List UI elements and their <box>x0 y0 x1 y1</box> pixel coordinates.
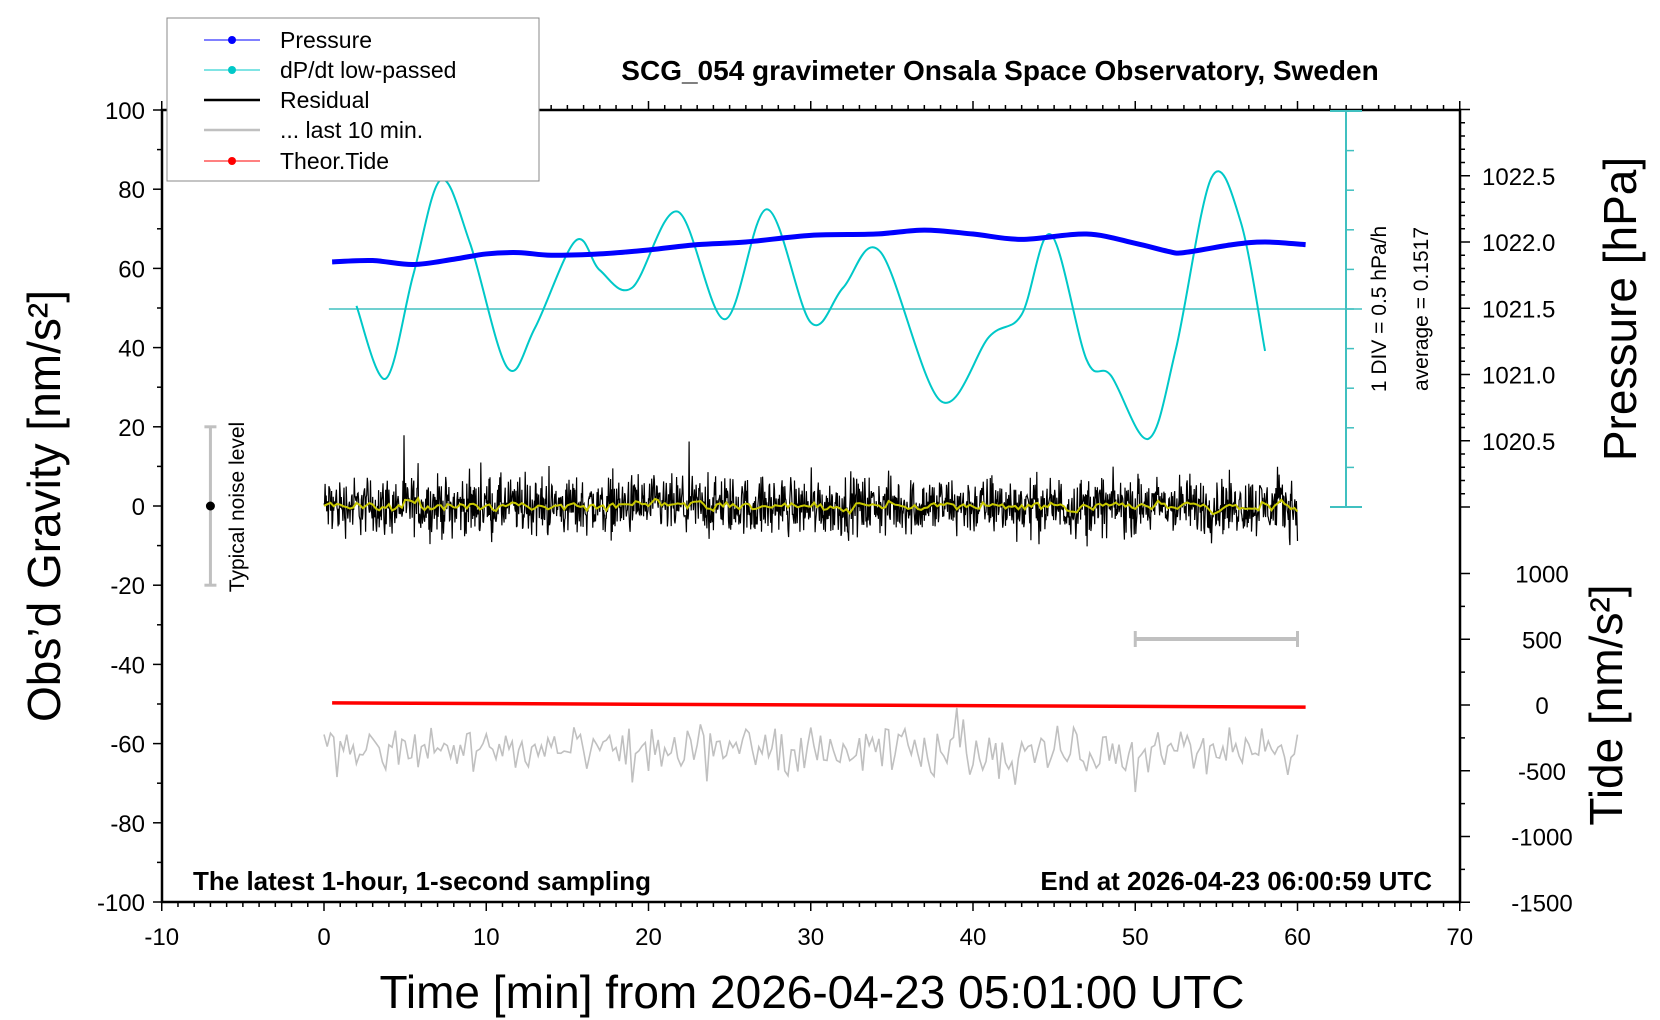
x-axis-label: Time [min] from 2026-04-23 05:01:00 UTC <box>380 966 1245 1018</box>
x-tick-label: 50 <box>1122 924 1149 951</box>
legend-swatch-marker <box>228 36 236 44</box>
pressure-line <box>332 227 1306 268</box>
pressure-tick-label: 1021.5 <box>1482 296 1555 323</box>
y-tick-label: -60 <box>110 732 145 759</box>
y-tick-label: 60 <box>118 256 145 283</box>
tide-tick-label: 0 <box>1535 693 1548 720</box>
axes: -10 0 10 20 30 40 50 60 70100806040200-20-40-60-… <box>97 98 1573 951</box>
chart-title: SCG_054 gravimeter Onsala Space Observat… <box>621 55 1378 86</box>
y-tick-label: -100 <box>97 890 145 917</box>
legend-swatch-marker <box>228 157 236 165</box>
last-10-min-line <box>323 707 1299 793</box>
y-axis-label-pressure: Pressure [hPa] <box>1594 157 1646 461</box>
dpdt-average-label: average = 0.1517 <box>1410 227 1433 391</box>
x-tick-label: 70 <box>1446 924 1473 951</box>
tide-tick-label: 500 <box>1522 627 1562 654</box>
pressure-tick-label: 1022.0 <box>1482 230 1555 257</box>
tide-tick-label: -500 <box>1518 759 1566 786</box>
y-tick-label: -20 <box>110 573 145 600</box>
noise-level-point <box>205 501 215 511</box>
y-axis-label-gravity: Obs’d Gravity [nm/s²] <box>18 290 70 722</box>
dpdt-line <box>355 170 1267 440</box>
legend-label-tide: Theor.Tide <box>280 148 389 174</box>
x-tick-label: 40 <box>960 924 987 951</box>
tide-tick-label: -1500 <box>1511 890 1572 917</box>
y-tick-label: 40 <box>118 336 145 363</box>
tide-tick-label: 1000 <box>1515 562 1568 589</box>
x-tick-label: -10 <box>144 924 179 951</box>
residual-line <box>323 435 1299 547</box>
x-tick-label: 30 <box>797 924 824 951</box>
y-tick-label: -40 <box>110 652 145 679</box>
x-tick-label: 20 <box>635 924 662 951</box>
x-tick-label: 0 <box>317 924 330 951</box>
annotation-sampling: The latest 1-hour, 1-second sampling <box>193 866 651 896</box>
residual-smoothed-line <box>323 496 1299 516</box>
y-tick-label: 0 <box>132 494 145 521</box>
x-tick-label: 10 <box>473 924 500 951</box>
legend-label-residual: Residual <box>280 87 370 113</box>
legend: Pressure dP/dt low-passed Residual ... l… <box>166 17 540 182</box>
legend-swatch-marker <box>228 66 236 74</box>
noise-level-label: Typical noise level <box>226 422 249 592</box>
pressure-tick-label: 1020.5 <box>1482 429 1555 456</box>
x-tick-label: 60 <box>1284 924 1311 951</box>
data-marks <box>204 110 1362 793</box>
tide-line <box>332 701 1306 709</box>
pressure-tick-label: 1021.0 <box>1482 363 1555 390</box>
tide-tick-label: -1000 <box>1511 825 1572 852</box>
y-tick-label: -80 <box>110 811 145 838</box>
annotation-end-time: End at 2026-04-23 06:00:59 UTC <box>1040 866 1432 896</box>
y-tick-label: 100 <box>105 98 145 125</box>
legend-label-dpdt: dP/dt low-passed <box>280 57 456 83</box>
y-tick-label: 80 <box>118 177 145 204</box>
pressure-tick-label: 1022.5 <box>1482 164 1555 191</box>
legend-label-last-10-min: ... last 10 min. <box>280 117 423 143</box>
legend-label-pressure: Pressure <box>280 27 372 53</box>
y-tick-label: 20 <box>118 415 145 442</box>
y-axis-label-tide: Tide [nm/s²] <box>1580 584 1632 825</box>
dpdt-div-label: 1 DIV = 0.5 hPa/h <box>1368 226 1391 392</box>
